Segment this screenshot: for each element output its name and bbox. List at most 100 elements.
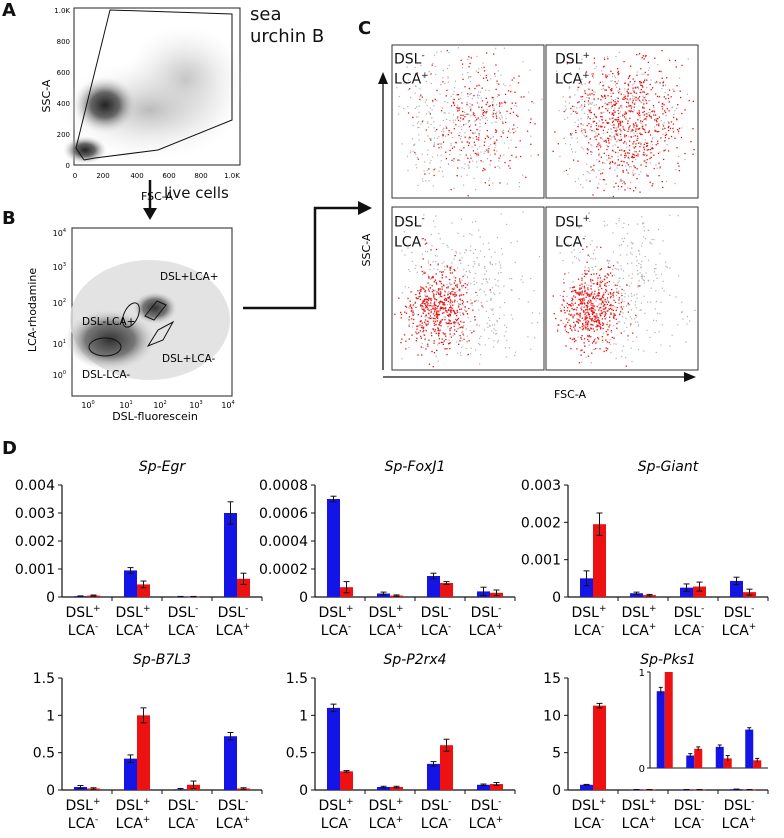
event-dot xyxy=(678,275,680,277)
event-dot xyxy=(430,82,432,85)
event-dot xyxy=(508,165,510,167)
event-dot xyxy=(435,304,437,307)
event-dot xyxy=(661,181,663,183)
event-dot xyxy=(623,142,625,144)
event-dot xyxy=(601,318,603,320)
event-dot xyxy=(597,279,599,281)
event-dot xyxy=(498,340,500,342)
event-dot xyxy=(627,96,629,98)
event-dot xyxy=(455,284,457,286)
species-label: sea urchin B xyxy=(250,4,325,47)
event-dot xyxy=(643,146,645,148)
event-dot xyxy=(500,74,502,76)
event-dot xyxy=(592,283,594,285)
event-dot xyxy=(620,138,623,141)
event-dot xyxy=(418,296,420,298)
event-dot xyxy=(439,295,442,297)
event-dot xyxy=(590,294,592,296)
event-dot xyxy=(660,344,662,346)
event-dot xyxy=(559,252,561,254)
event-dot xyxy=(623,181,625,183)
event-dot xyxy=(593,164,595,167)
event-dot xyxy=(642,128,644,130)
event-dot xyxy=(463,334,465,337)
event-dot xyxy=(659,82,661,84)
event-dot xyxy=(661,88,663,90)
event-dot xyxy=(533,102,535,104)
chart-title: Sp-B7L3 xyxy=(133,652,191,668)
event-dot xyxy=(434,98,436,101)
inset-bar xyxy=(723,758,732,768)
event-dot xyxy=(594,309,596,311)
event-dot xyxy=(519,140,521,142)
event-dot xyxy=(452,98,454,100)
event-dot xyxy=(494,142,496,144)
event-dot xyxy=(572,304,574,306)
event-dot xyxy=(594,315,596,317)
event-dot xyxy=(414,267,416,269)
event-dot xyxy=(631,160,634,163)
event-dot xyxy=(635,92,638,94)
event-dot xyxy=(577,141,579,143)
panel-a-xtick: 1.0K xyxy=(224,172,240,180)
event-dot xyxy=(510,289,512,291)
event-dot xyxy=(421,302,423,304)
event-dot xyxy=(575,257,578,259)
event-dot xyxy=(570,325,572,328)
event-dot xyxy=(450,322,452,325)
event-dot xyxy=(616,102,618,104)
event-dot xyxy=(601,106,604,108)
event-dot xyxy=(602,97,604,99)
event-dot xyxy=(463,321,465,323)
event-dot xyxy=(563,170,565,172)
event-dot xyxy=(518,186,521,188)
event-dot xyxy=(614,81,616,83)
event-dot xyxy=(476,294,478,296)
event-dot xyxy=(649,181,651,183)
event-dot xyxy=(411,308,413,310)
event-dot xyxy=(439,309,441,311)
event-dot xyxy=(495,113,497,115)
event-dot xyxy=(457,232,459,234)
event-dot xyxy=(509,167,511,169)
event-dot xyxy=(456,285,458,287)
panel-c-flow-grid: SSC-A FSC-A xyxy=(360,44,699,401)
event-dot xyxy=(501,102,503,104)
event-dot xyxy=(438,170,440,172)
event-dot xyxy=(611,155,613,158)
event-dot xyxy=(623,128,625,130)
event-dot xyxy=(632,123,635,125)
event-dot xyxy=(503,285,505,287)
event-dot xyxy=(440,270,442,272)
event-dot xyxy=(635,159,637,161)
event-dot xyxy=(585,305,587,307)
event-dot xyxy=(600,279,602,281)
event-dot xyxy=(431,317,433,319)
event-dot xyxy=(631,95,634,97)
event-dot xyxy=(480,115,482,118)
event-dot xyxy=(496,321,499,323)
event-dot xyxy=(611,336,613,339)
event-dot xyxy=(447,81,449,83)
event-dot xyxy=(432,313,435,315)
event-dot xyxy=(636,112,639,114)
event-dot xyxy=(467,144,470,147)
event-dot xyxy=(692,100,694,102)
event-dot xyxy=(490,308,492,310)
event-dot xyxy=(608,157,610,159)
event-dot xyxy=(604,94,606,96)
event-dot xyxy=(655,164,657,166)
event-dot xyxy=(654,57,656,59)
event-dot xyxy=(584,345,586,347)
event-dot xyxy=(461,67,463,69)
event-dot xyxy=(415,331,417,333)
event-dot xyxy=(594,320,596,322)
event-dot xyxy=(601,322,604,324)
event-dot xyxy=(436,154,439,156)
event-dot xyxy=(581,317,583,319)
event-dot xyxy=(612,251,615,253)
event-dot xyxy=(583,342,585,344)
event-dot xyxy=(654,130,656,132)
event-dot xyxy=(441,277,443,279)
event-dot xyxy=(650,301,652,303)
